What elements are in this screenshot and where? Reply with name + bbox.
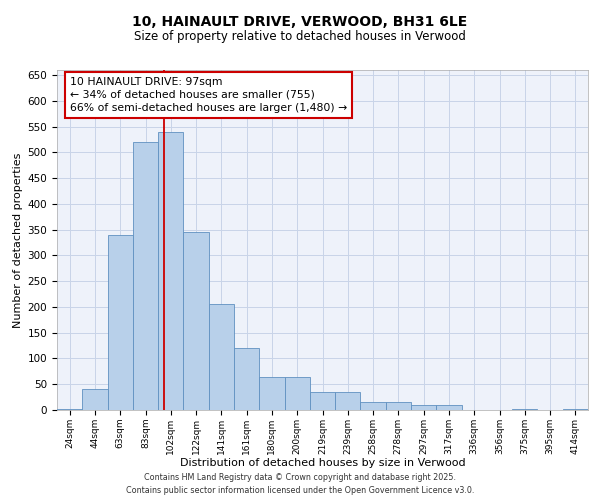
Bar	[184, 232, 209, 410]
Text: Size of property relative to detached houses in Verwood: Size of property relative to detached ho…	[134, 30, 466, 43]
Y-axis label: Number of detached properties: Number of detached properties	[13, 152, 23, 328]
Bar	[57, 409, 82, 410]
Bar	[361, 402, 386, 410]
Bar	[563, 409, 588, 410]
Bar	[284, 376, 310, 410]
Bar	[411, 405, 436, 410]
Bar	[234, 348, 259, 410]
Bar	[259, 376, 284, 410]
Text: 10 HAINAULT DRIVE: 97sqm
← 34% of detached houses are smaller (755)
66% of semi-: 10 HAINAULT DRIVE: 97sqm ← 34% of detach…	[70, 77, 347, 113]
Bar	[209, 304, 234, 410]
X-axis label: Distribution of detached houses by size in Verwood: Distribution of detached houses by size …	[179, 458, 466, 468]
Bar	[310, 392, 335, 410]
Bar	[133, 142, 158, 410]
Bar	[335, 392, 361, 410]
Bar	[512, 409, 538, 410]
Bar	[82, 390, 107, 410]
Text: Contains HM Land Registry data © Crown copyright and database right 2025.
Contai: Contains HM Land Registry data © Crown c…	[126, 474, 474, 495]
Bar	[386, 402, 411, 410]
Bar	[107, 235, 133, 410]
Text: 10, HAINAULT DRIVE, VERWOOD, BH31 6LE: 10, HAINAULT DRIVE, VERWOOD, BH31 6LE	[133, 15, 467, 29]
Bar	[158, 132, 184, 410]
Bar	[436, 405, 461, 410]
